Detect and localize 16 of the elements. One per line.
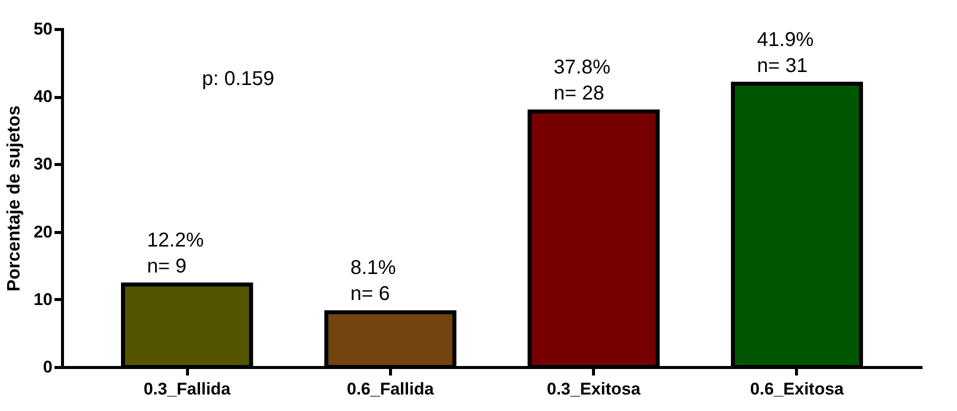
y-tick-label: 0 [43,358,52,376]
y-tick-label: 50 [34,20,52,38]
data-label: 37.8% n= 28 [554,56,611,104]
data-label: 8.1% n= 6 [350,257,396,306]
y-tick-label: 40 [34,87,52,106]
x-tick-label: 0.3_Exitosa [546,380,641,398]
y-tick-label: 20 [34,222,52,242]
annotation: p: 0.159 [202,68,274,90]
data-label: 41.9% n= 31 [756,28,814,77]
x-tick-label: 0.6_Fallida [346,380,434,398]
y-tick-label: 10 [34,290,52,309]
x-tick-label: 0.6_Exitosa [750,380,844,398]
x-tick-label: 0.3_Fallida [144,380,232,398]
y-tick-label: 30 [34,154,52,174]
data-label: 12.2% n= 9 [147,230,204,278]
y-axis-title: Porcentaje de sujetos [4,105,24,292]
